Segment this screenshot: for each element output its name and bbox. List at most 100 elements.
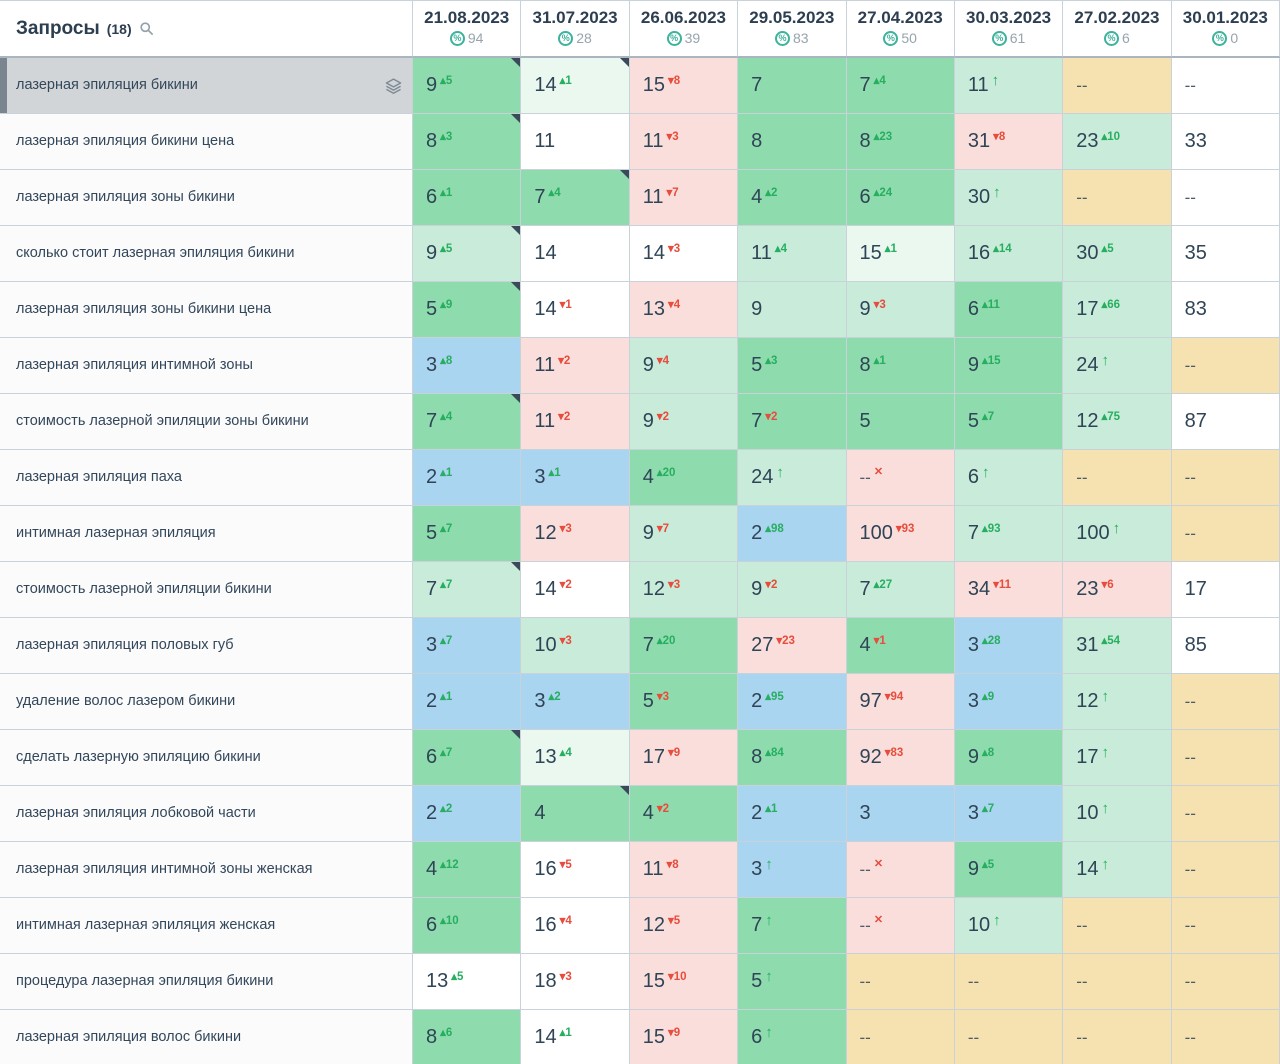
position-cell[interactable]: 24 ↑ [738,450,847,506]
position-cell[interactable]: 15 ▾9 [629,1010,739,1064]
position-cell[interactable]: -- ✕ [846,898,955,954]
position-cell[interactable]: 30 ▴5 [1063,226,1172,282]
position-cell[interactable]: 14 ▴1 [521,1010,630,1064]
position-cell[interactable]: 6 ▴1 [413,170,522,226]
position-cell[interactable]: -- [1063,898,1172,954]
position-cell[interactable]: 13 ▴4 [521,730,630,786]
keyword-cell[interactable]: стоимость лазерной эпиляции бикини [0,562,413,618]
position-cell[interactable]: 12 ▾3 [521,506,630,562]
keyword-cell[interactable]: процедура лазерная эпиляция бикини [0,954,413,1010]
position-cell[interactable]: -- [1171,58,1280,114]
position-cell[interactable]: 100 ▾93 [846,506,955,562]
position-cell[interactable]: 3 ▴1 [521,450,630,506]
position-cell[interactable]: 17 ▾9 [629,730,739,786]
position-cell[interactable]: -- [1171,954,1280,1010]
keyword-cell[interactable]: лазерная эпиляция интимной зоны [0,338,413,394]
position-cell[interactable]: 24 ↑ [1063,338,1172,394]
position-cell[interactable]: 9 ▴15 [954,338,1064,394]
position-cell[interactable]: 10 ▾3 [521,618,630,674]
position-cell[interactable]: 10 ↑ [1063,786,1172,842]
position-cell[interactable]: -- [954,1010,1064,1064]
position-cell[interactable]: 2 ▴1 [413,674,522,730]
position-cell[interactable]: -- [954,954,1064,1010]
position-cell[interactable]: 8 ▴6 [413,1010,522,1064]
position-cell[interactable]: 27 ▾23 [738,618,847,674]
keyword-cell[interactable]: сделать лазерную эпиляцию бикини [0,730,413,786]
position-cell[interactable]: 5 [846,394,955,450]
position-cell[interactable]: 9 ▾7 [629,506,739,562]
position-cell[interactable]: 16 ▾5 [521,842,630,898]
column-header-date[interactable]: 30.03.2023% 61 [954,1,1064,57]
position-cell[interactable]: 3 ↑ [738,842,847,898]
position-cell[interactable]: -- [1171,842,1280,898]
position-cell[interactable]: 5 ▴7 [954,394,1064,450]
position-cell[interactable]: 12 ▴75 [1063,394,1172,450]
position-cell[interactable]: 11 ▾3 [629,114,739,170]
position-cell[interactable]: 34 ▾11 [954,562,1064,618]
position-cell[interactable]: 12 ↑ [1063,674,1172,730]
position-cell[interactable]: 17 [1171,562,1280,618]
position-cell[interactable]: 97 ▾94 [846,674,955,730]
position-cell[interactable]: 7 ↑ [738,898,847,954]
keyword-cell[interactable]: лазерная эпиляция лобковой части [0,786,413,842]
position-cell[interactable]: 16 ▴14 [954,226,1064,282]
position-cell[interactable]: 4 ▴12 [413,842,522,898]
position-cell[interactable]: 7 ▴20 [629,618,739,674]
position-cell[interactable]: 7 ▴7 [413,562,522,618]
position-cell[interactable]: 9 [738,282,847,338]
position-cell[interactable]: 4 [521,786,630,842]
position-cell[interactable]: 9 ▾2 [738,562,847,618]
position-cell[interactable]: 12 ▾3 [629,562,739,618]
position-cell[interactable]: 11 ▾2 [521,394,630,450]
position-cell[interactable]: -- [1063,1010,1172,1064]
position-cell[interactable]: 6 ▴10 [413,898,522,954]
position-cell[interactable]: 11 ↑ [954,58,1064,114]
position-cell[interactable]: 8 [738,114,847,170]
position-cell[interactable]: 85 [1171,618,1280,674]
position-cell[interactable]: 11 ▾8 [629,842,739,898]
position-cell[interactable]: 14 ↑ [1063,842,1172,898]
position-cell[interactable]: 31 ▴54 [1063,618,1172,674]
keyword-cell[interactable]: интимная лазерная эпиляция женская [0,898,413,954]
keyword-cell[interactable]: лазерная эпиляция зоны бикини цена [0,282,413,338]
position-cell[interactable]: 9 ▴5 [413,226,522,282]
position-cell[interactable]: 7 ▴4 [846,58,955,114]
position-cell[interactable]: -- [1171,506,1280,562]
position-cell[interactable]: 13 ▾4 [629,282,739,338]
position-cell[interactable]: 35 [1171,226,1280,282]
position-cell[interactable]: 7 ▴27 [846,562,955,618]
column-header-date[interactable]: 30.01.2023% 0 [1171,1,1280,57]
position-cell[interactable]: -- [846,1010,955,1064]
position-cell[interactable]: 18 ▾3 [521,954,630,1010]
position-cell[interactable]: 83 [1171,282,1280,338]
position-cell[interactable]: 11 ▾2 [521,338,630,394]
keyword-cell[interactable]: стоимость лазерной эпиляции зоны бикини [0,394,413,450]
position-cell[interactable]: 6 ↑ [954,450,1064,506]
position-cell[interactable]: 14 ▾1 [521,282,630,338]
position-cell[interactable]: 23 ▾6 [1063,562,1172,618]
position-cell[interactable]: -- [1063,450,1172,506]
layers-icon[interactable] [385,77,402,94]
position-cell[interactable]: 5 ▾3 [629,674,739,730]
position-cell[interactable]: 14 ▾2 [521,562,630,618]
position-cell[interactable]: 9 ▾3 [846,282,955,338]
position-cell[interactable]: 11 [521,114,630,170]
position-cell[interactable]: 14 [521,226,630,282]
column-header-date[interactable]: 27.04.2023% 50 [846,1,955,57]
position-cell[interactable]: 6 ▴24 [846,170,955,226]
keyword-cell[interactable]: лазерная эпиляция половых губ [0,618,413,674]
position-cell[interactable]: -- [1063,170,1172,226]
position-cell[interactable]: 8 ▴3 [413,114,522,170]
keyword-cell[interactable]: интимная лазерная эпиляция [0,506,413,562]
position-cell[interactable]: 15 ▾8 [629,58,739,114]
position-cell[interactable]: 6 ↑ [738,1010,847,1064]
position-cell[interactable]: 17 ↑ [1063,730,1172,786]
position-cell[interactable]: 9 ▴5 [413,58,522,114]
position-cell[interactable]: 5 ▴3 [738,338,847,394]
position-cell[interactable]: 23 ▴10 [1063,114,1172,170]
position-cell[interactable]: 33 [1171,114,1280,170]
position-cell[interactable]: 2 ▴2 [413,786,522,842]
position-cell[interactable]: 3 [846,786,955,842]
position-cell[interactable]: 3 ▴7 [413,618,522,674]
position-cell[interactable]: 4 ▴2 [738,170,847,226]
